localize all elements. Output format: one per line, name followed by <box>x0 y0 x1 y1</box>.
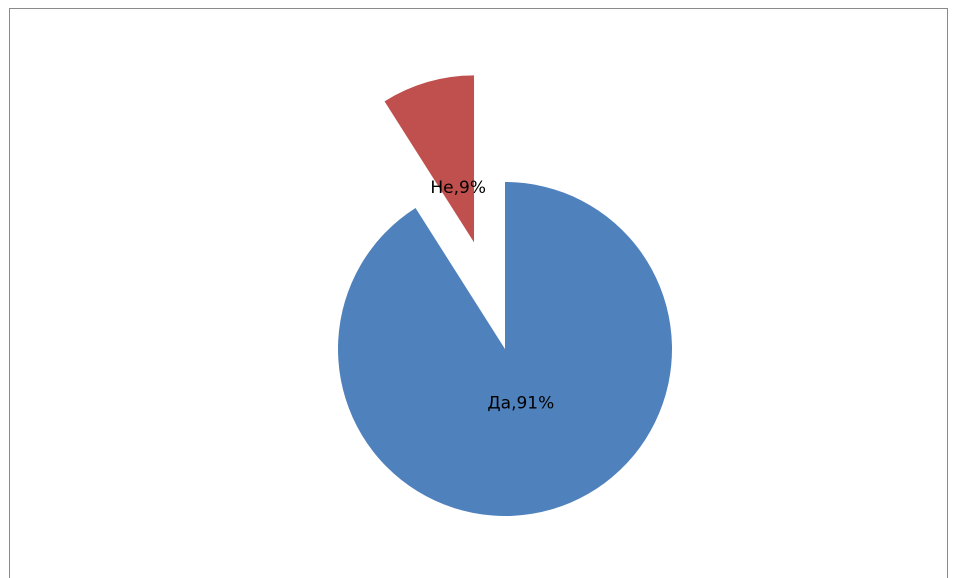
data-label: Да,91% <box>487 394 554 414</box>
data-label: Не,9% <box>430 178 486 198</box>
pie-slice <box>338 181 673 516</box>
pie-slice <box>384 75 475 243</box>
